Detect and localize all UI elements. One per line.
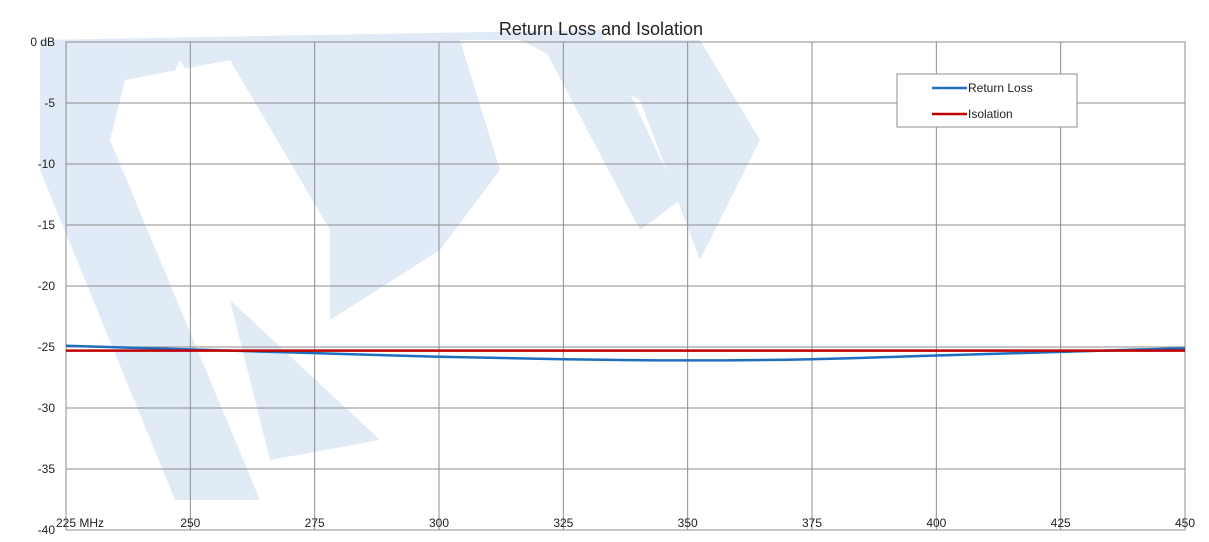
x-tick-label: 350	[678, 516, 698, 530]
legend-label: Isolation	[968, 107, 1013, 121]
chart-title: Return Loss and Isolation	[499, 19, 703, 39]
return-loss-line	[65, 344, 1186, 362]
y-tick-label: -35	[38, 462, 56, 476]
x-tick-label: 450	[1175, 516, 1195, 530]
legend-box	[896, 73, 1078, 128]
y-tick-label: -40	[38, 523, 56, 537]
y-tick-label: 0 dB	[30, 35, 55, 49]
legend-label: Return Loss	[968, 81, 1033, 95]
y-tick-label: -5	[44, 96, 55, 110]
x-tick-label: 400	[926, 516, 946, 530]
y-tick-label: -20	[38, 279, 56, 293]
gridlines	[65, 41, 1186, 531]
x-tick-label: 250	[180, 516, 200, 530]
legend: Return Loss Isolation	[896, 73, 1078, 128]
series-lines	[65, 344, 1186, 362]
x-tick-label: 300	[429, 516, 449, 530]
x-tick-label: 425	[1051, 516, 1071, 530]
x-tick-label: 225 MHz	[56, 516, 104, 530]
x-tick-label: 325	[553, 516, 573, 530]
y-tick-label: -10	[38, 157, 56, 171]
x-tick-label: 375	[802, 516, 822, 530]
x-tick-label: 275	[305, 516, 325, 530]
y-tick-label: -15	[38, 218, 56, 232]
watermark-logo	[40, 30, 760, 500]
y-tick-label: -30	[38, 401, 56, 415]
y-tick-label: -25	[38, 340, 56, 354]
axis-tick-labels: 225 MHz 250 275 300 325 350 375 400 425 450 0 dB -5…	[30, 35, 1195, 537]
